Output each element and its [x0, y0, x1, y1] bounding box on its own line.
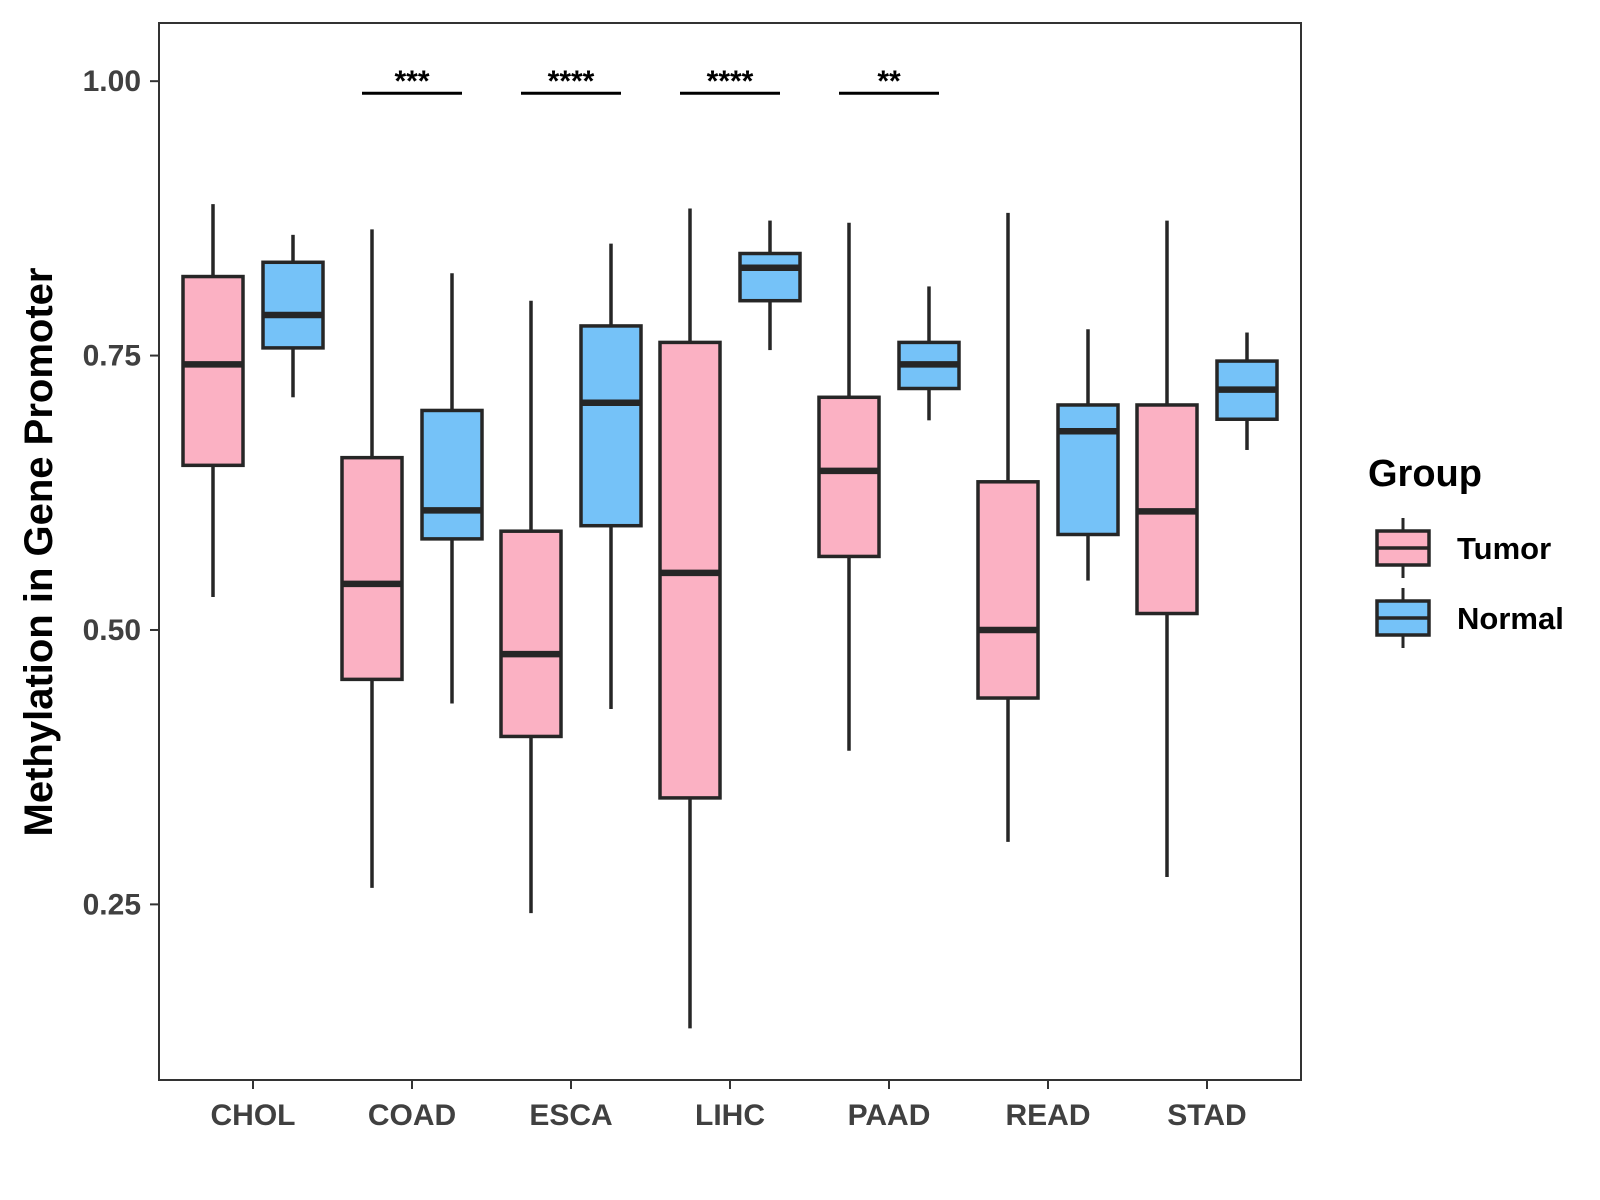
y-tick-label: 1.00 — [83, 65, 141, 98]
plot-panel — [158, 22, 1302, 1081]
box-body — [340, 455, 404, 682]
legend-entry-tumor: Tumor — [1375, 518, 1551, 578]
box-normal-stad — [1215, 332, 1279, 450]
box-tumor-read — [976, 212, 1040, 842]
box-normal-paad — [897, 286, 961, 421]
box-body — [579, 324, 643, 528]
significance-paad: ** — [839, 65, 939, 98]
legend-title: Group — [1368, 453, 1482, 495]
y-tick-label: 0.50 — [83, 614, 141, 647]
boxes-layer — [181, 204, 1279, 1029]
y-tick-label: 0.75 — [83, 340, 141, 373]
box-normal-chol — [261, 234, 325, 398]
box-tumor-paad — [817, 222, 881, 751]
box-body — [1056, 403, 1120, 537]
significance-label: **** — [548, 65, 595, 98]
box-body — [738, 251, 802, 303]
significance-label: ** — [877, 65, 901, 98]
legend-label: Tumor — [1457, 531, 1551, 566]
box-body — [499, 529, 563, 739]
x-tick-label: PAAD — [848, 1099, 931, 1132]
box-tumor-coad — [340, 229, 404, 888]
box-normal-esca — [579, 243, 643, 710]
significance-coad: *** — [362, 65, 462, 98]
legend-entry-normal: Normal — [1375, 588, 1564, 648]
y-axis-title: Methylation in Gene Promoter — [17, 268, 61, 837]
significance-annotations: *** **** **** ** — [362, 65, 939, 98]
x-tick-label: COAD — [368, 1099, 456, 1132]
box-body — [261, 260, 325, 350]
x-tick-label: LIHC — [695, 1099, 765, 1132]
legend-label: Normal — [1457, 601, 1564, 636]
significance-lihc: **** — [680, 65, 780, 98]
box-body — [181, 274, 245, 468]
box-normal-lihc — [738, 220, 802, 351]
box-normal-read — [1056, 329, 1120, 581]
box-tumor-lihc — [658, 208, 722, 1029]
box-body — [420, 408, 484, 541]
x-tick-label: STAD — [1167, 1099, 1246, 1132]
significance-label: **** — [707, 65, 754, 98]
significance-label: *** — [394, 65, 429, 98]
significance-esca: **** — [521, 65, 621, 98]
x-tick-label: READ — [1005, 1099, 1090, 1132]
box-body — [817, 395, 881, 559]
box-normal-coad — [420, 273, 484, 704]
box-tumor-stad — [1135, 220, 1199, 877]
legend: Group Tumor Normal — [1368, 453, 1564, 648]
x-tick-label: ESCA — [529, 1099, 612, 1132]
box-tumor-esca — [499, 300, 563, 914]
box-tumor-chol — [181, 204, 245, 598]
y-tick-label: 0.25 — [83, 888, 141, 921]
x-axis: CHOL COAD ESCA LIHC PAAD READ STAD — [211, 1080, 1247, 1132]
box-body — [976, 480, 1040, 700]
x-tick-label: CHOL — [211, 1099, 296, 1132]
y-axis: 0.25 0.50 0.75 1.00 — [83, 65, 159, 921]
